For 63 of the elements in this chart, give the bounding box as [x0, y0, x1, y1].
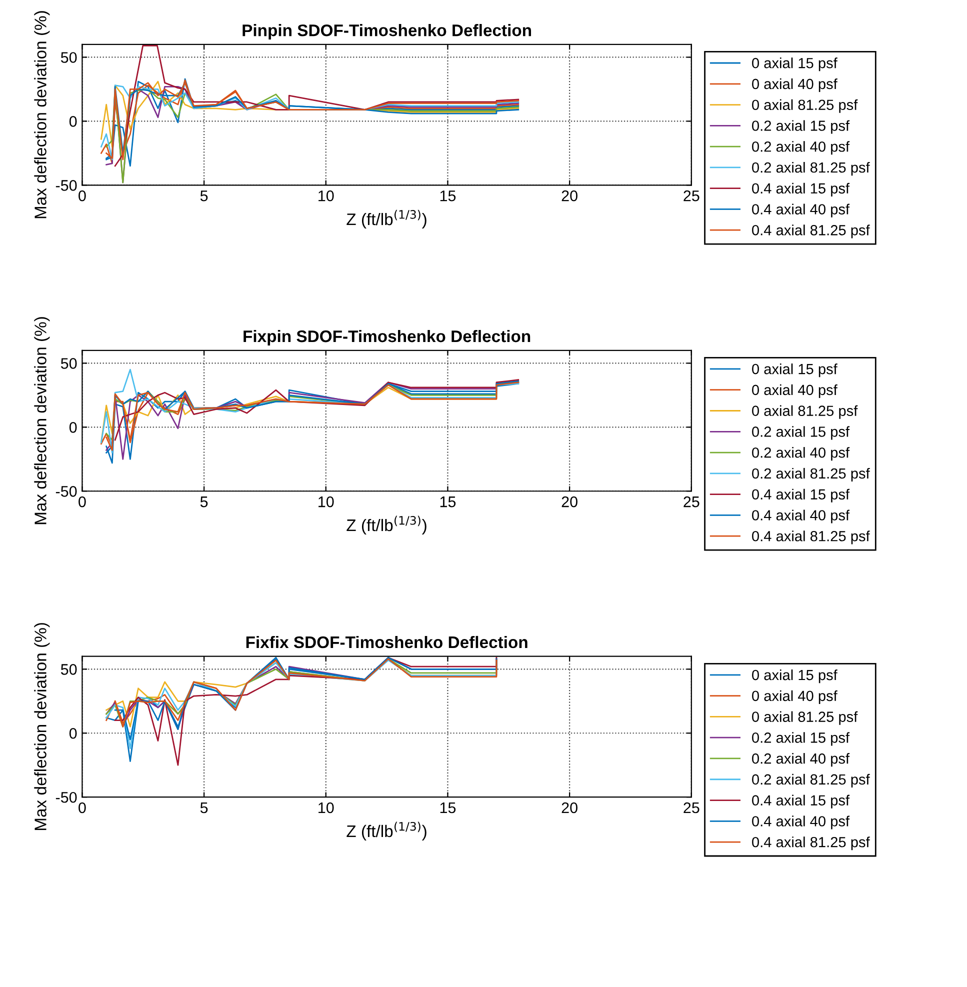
legend-label: 0 axial 15 psf [752, 669, 838, 684]
legend-label: 0 axial 40 psf [752, 690, 838, 704]
legend-label: 0.2 axial 81.25 psf [752, 774, 870, 788]
legend-label: 0.4 axial 81.25 psf [752, 530, 870, 544]
x-tick-label: 15 [440, 802, 456, 814]
legend-label: 0 axial 81.25 psf [752, 405, 858, 419]
y-tick-label: 50 [60, 358, 77, 369]
y-tick-label: -50 [56, 486, 77, 497]
x-tick-label: 10 [318, 190, 334, 202]
x-axis-title: Z (ft/lb$^{(1/3)}$) [346, 822, 426, 840]
legend-label: 0.4 axial 40 psf [752, 510, 850, 524]
x-tick-label: 0 [78, 190, 86, 202]
legend-label: 0.4 axial 40 psf [752, 204, 850, 218]
legend-label: 0.2 axial 40 psf [752, 753, 850, 767]
legend-label: 0.4 axial 15 psf [752, 794, 850, 808]
legend-label: 0.4 axial 81.25 psf [752, 836, 870, 850]
chart-title: Fixfix SDOF-Timoshenko Deflection [246, 636, 528, 648]
y-tick-label: 50 [60, 52, 77, 63]
x-tick-label: 25 [684, 190, 700, 202]
legend-label: 0.2 axial 81.25 psf [752, 162, 870, 176]
legend-label: 0.4 axial 15 psf [752, 182, 850, 196]
y-tick-label: 0 [69, 422, 77, 433]
legend-label: 0 axial 40 psf [752, 384, 838, 398]
x-tick-label: 25 [684, 496, 700, 508]
x-tick-label: 25 [684, 802, 700, 814]
legend-label: 0 axial 40 psf [752, 78, 838, 92]
legend-label: 0.2 axial 40 psf [752, 141, 850, 155]
legend-label: 0.2 axial 15 psf [752, 732, 850, 746]
chart-title: Pinpin SDOF-Timoshenko Deflection [242, 24, 532, 40]
legend-label: 0.2 axial 15 psf [752, 426, 850, 440]
legend-label: 0.4 axial 40 psf [752, 816, 850, 830]
x-tick-label: 20 [562, 496, 578, 508]
x-tick-label: 20 [562, 802, 578, 814]
legend-label: 0 axial 15 psf [752, 58, 838, 72]
y-tick-label: 50 [60, 664, 77, 675]
y-axis-title: Max deflection deviation (%) [34, 11, 50, 218]
x-tick-label: 10 [318, 496, 334, 508]
legend-label: 0 axial 81.25 psf [752, 99, 858, 113]
y-tick-label: 0 [69, 728, 77, 739]
legend-label: 0.2 axial 81.25 psf [752, 468, 870, 482]
legend-label: 0.2 axial 15 psf [752, 120, 850, 134]
x-tick-label: 0 [78, 802, 86, 814]
legend-label: 0.2 axial 40 psf [752, 447, 850, 461]
x-tick-label: 0 [78, 496, 86, 508]
legend-label: 0.4 axial 15 psf [752, 488, 850, 502]
y-tick-label: -50 [56, 180, 77, 191]
x-tick-label: 5 [200, 496, 208, 508]
x-axis-title: Z (ft/lb$^{(1/3)}$) [346, 516, 426, 534]
y-tick-label: 0 [69, 116, 77, 127]
legend-label: 0.4 axial 81.25 psf [752, 224, 870, 238]
x-axis-title: Z (ft/lb$^{(1/3)}$) [346, 210, 426, 228]
y-tick-label: -50 [56, 792, 77, 803]
x-tick-label: 10 [318, 802, 334, 814]
x-tick-label: 5 [200, 802, 208, 814]
x-tick-label: 15 [440, 496, 456, 508]
x-tick-label: 5 [200, 190, 208, 202]
legend-label: 0 axial 81.25 psf [752, 711, 858, 725]
x-tick-label: 20 [562, 190, 578, 202]
chart-title: Fixpin SDOF-Timoshenko Deflection [244, 330, 530, 346]
y-axis-title: Max deflection deviation (%) [34, 623, 50, 830]
y-axis-title: Max deflection deviation (%) [34, 317, 50, 524]
legend-label: 0 axial 15 psf [752, 364, 838, 378]
x-tick-label: 15 [440, 190, 456, 202]
